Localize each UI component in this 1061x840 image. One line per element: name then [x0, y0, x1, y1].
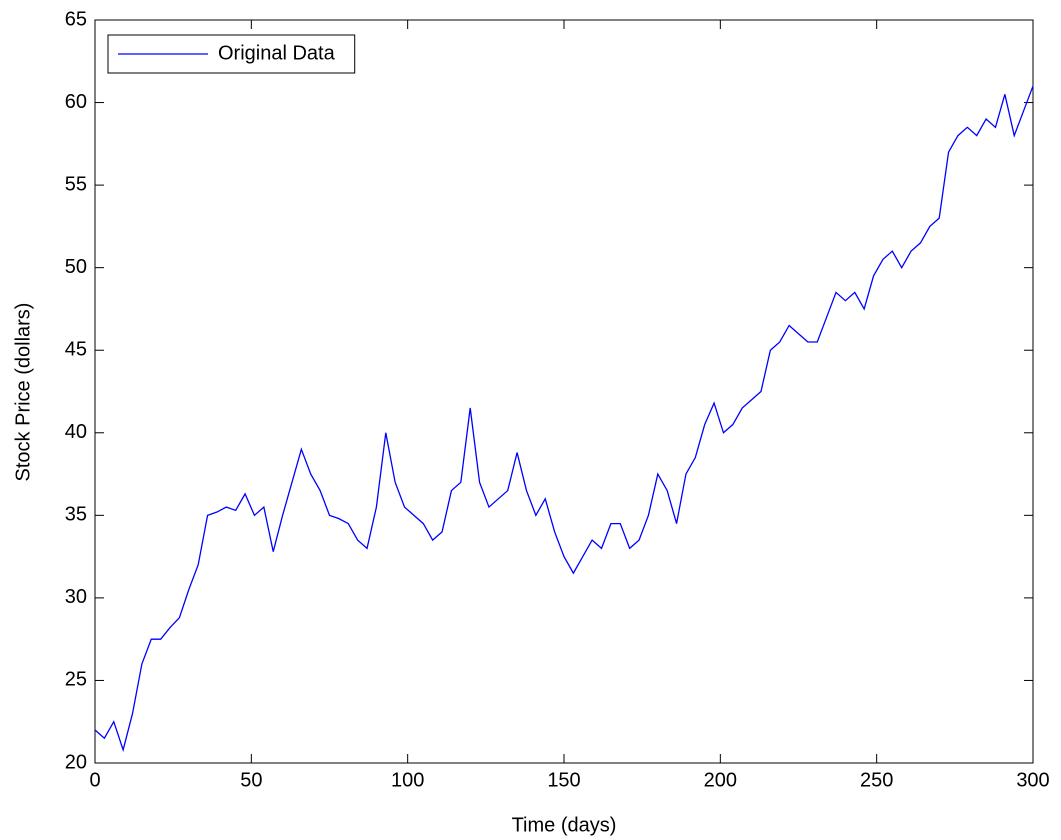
- x-tick-label: 250: [860, 769, 893, 791]
- y-tick-label: 40: [65, 421, 87, 443]
- x-tick-label: 200: [704, 769, 737, 791]
- y-tick-label: 45: [65, 339, 87, 361]
- y-tick-label: 35: [65, 504, 87, 526]
- y-tick-label: 25: [65, 669, 87, 691]
- legend-label: Original Data: [218, 42, 336, 64]
- x-tick-label: 100: [391, 769, 424, 791]
- x-tick-label: 150: [547, 769, 580, 791]
- y-axis-label: Stock Price (dollars): [12, 303, 34, 482]
- y-tick-label: 65: [65, 8, 87, 30]
- x-tick-label: 0: [89, 769, 100, 791]
- x-tick-label: 300: [1016, 769, 1049, 791]
- y-tick-label: 30: [65, 586, 87, 608]
- data-line: [94, 85, 1034, 753]
- x-axis-label: Time (days): [512, 814, 617, 836]
- y-tick-label: 20: [65, 751, 87, 773]
- y-tick-label: 60: [65, 91, 87, 113]
- plot-area: [94, 19, 1034, 764]
- y-tick-label: 50: [65, 256, 87, 278]
- x-tick-label: 50: [240, 769, 262, 791]
- y-tick-label: 55: [65, 173, 87, 195]
